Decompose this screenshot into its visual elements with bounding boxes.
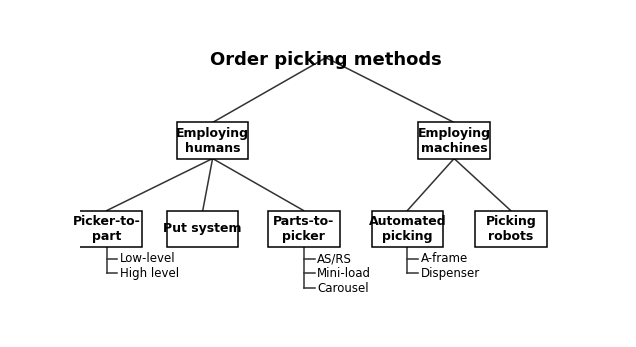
Text: Employing
machines: Employing machines bbox=[418, 127, 490, 154]
FancyBboxPatch shape bbox=[177, 122, 248, 159]
Text: Picker-to-
part: Picker-to- part bbox=[73, 215, 141, 243]
Text: Dispenser: Dispenser bbox=[420, 267, 480, 280]
Text: A-frame: A-frame bbox=[420, 252, 468, 265]
Text: Mini-load: Mini-load bbox=[317, 267, 371, 280]
Text: Put system: Put system bbox=[163, 222, 242, 235]
Text: Order picking methods: Order picking methods bbox=[210, 51, 442, 69]
Text: High level: High level bbox=[120, 267, 179, 280]
Text: Picking
robots: Picking robots bbox=[485, 215, 536, 243]
Text: AS/RS: AS/RS bbox=[317, 252, 352, 265]
FancyBboxPatch shape bbox=[371, 211, 443, 247]
FancyBboxPatch shape bbox=[475, 211, 546, 247]
Text: Automated
picking: Automated picking bbox=[368, 215, 446, 243]
FancyBboxPatch shape bbox=[71, 211, 142, 247]
Text: Employing
humans: Employing humans bbox=[176, 127, 249, 154]
Text: Low-level: Low-level bbox=[120, 252, 176, 265]
Text: Carousel: Carousel bbox=[317, 282, 369, 295]
FancyBboxPatch shape bbox=[167, 211, 238, 247]
Text: Parts-to-
picker: Parts-to- picker bbox=[273, 215, 335, 243]
FancyBboxPatch shape bbox=[268, 211, 340, 247]
FancyBboxPatch shape bbox=[418, 122, 490, 159]
